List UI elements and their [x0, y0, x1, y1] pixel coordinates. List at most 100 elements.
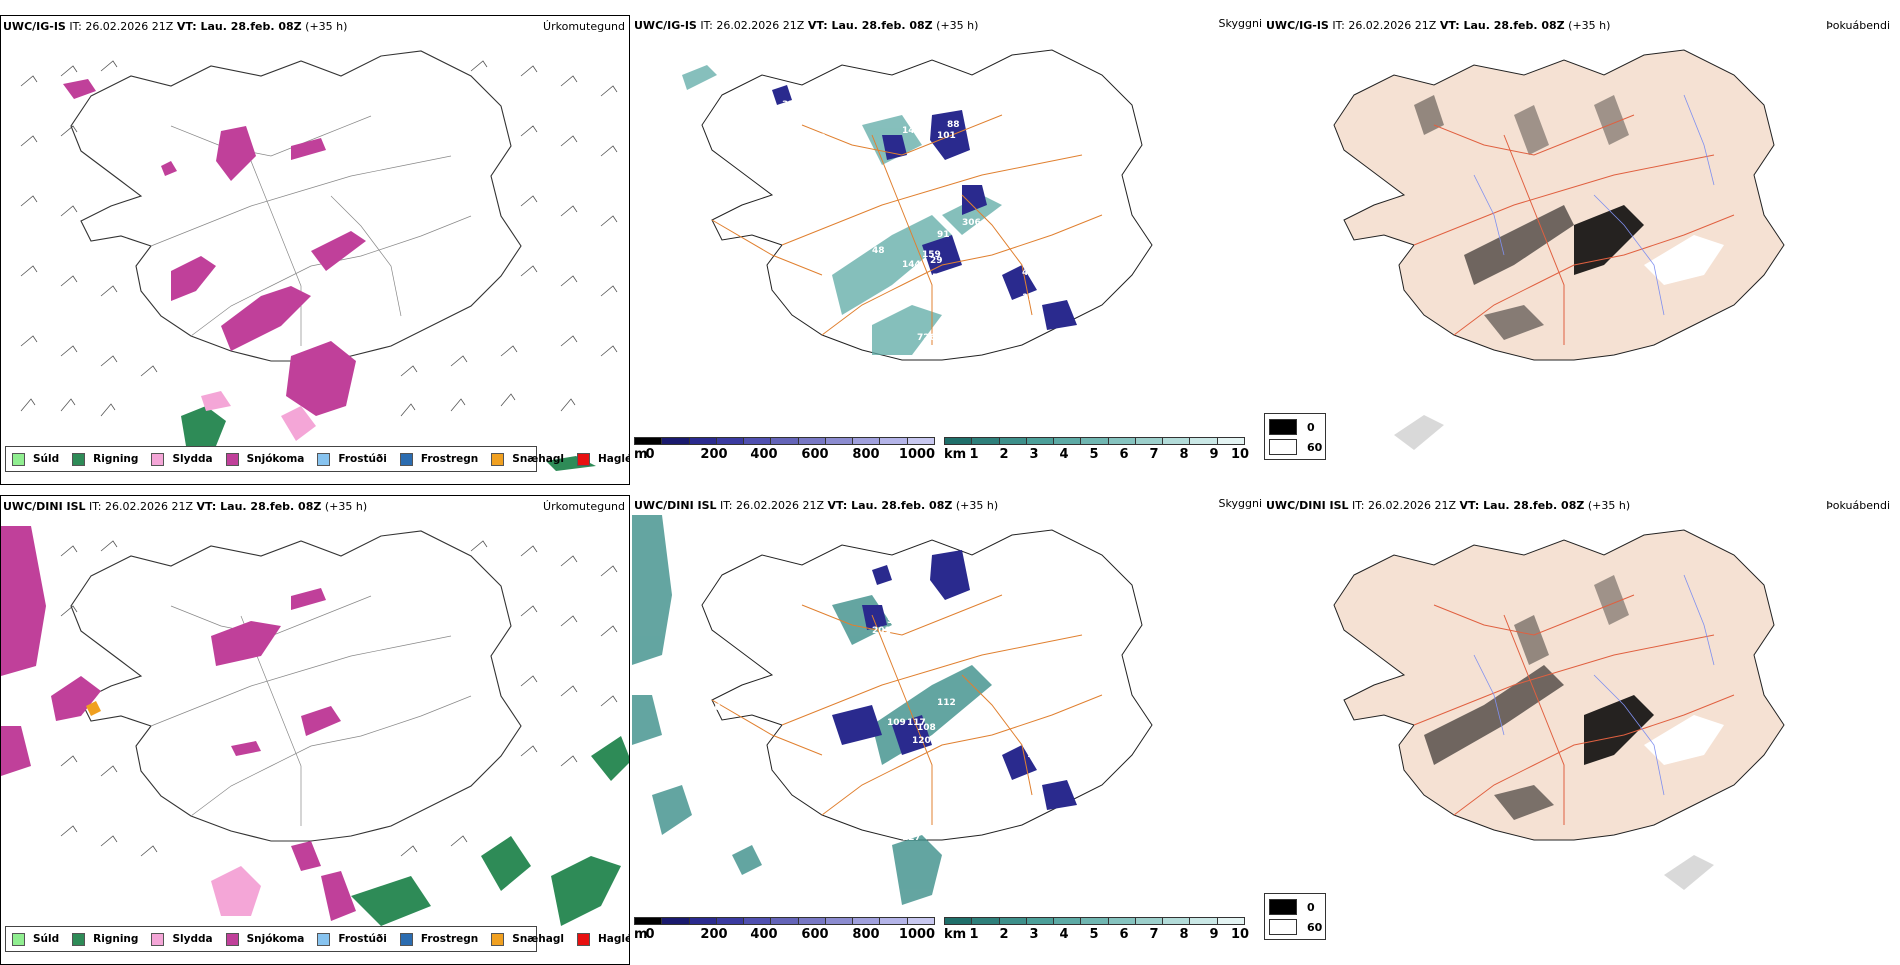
colorbar-segment — [634, 437, 663, 445]
lead-time: (+35 h) — [1587, 499, 1631, 512]
legend-label: Frostregn — [420, 933, 479, 945]
precip-type-panel-bottom: UWC/DINI ISL IT: 26.02.2026 21Z VT: Lau.… — [0, 495, 630, 965]
fog-swatch-low — [1269, 419, 1297, 435]
legend-item: Snæhagl — [491, 452, 564, 466]
legend-label: Snjókoma — [246, 933, 305, 945]
valid-time: VT: Lau. 28.feb. 08Z — [1439, 19, 1565, 32]
ceiling-value-label: 86 — [1064, 288, 1077, 298]
precip-type-legend: Súld Rigning Slydda Snjókoma Frostúði Fr… — [5, 926, 629, 952]
colorbar-tick: 10 — [1230, 447, 1250, 462]
colorbar-tick: 0 — [645, 447, 655, 462]
roads — [1413, 114, 1735, 345]
colorbar-segment — [1216, 437, 1245, 445]
panel-title: Úrkomutegund — [543, 20, 625, 33]
fog-swatch-low — [1269, 899, 1297, 915]
legend-item: Frostúði — [317, 932, 387, 946]
ceiling-value-label: 594 — [887, 616, 906, 626]
init-time: IT: 26.02.2026 21Z — [1332, 19, 1437, 32]
wind-barbs — [60, 540, 618, 857]
fog-swatch-high — [1269, 439, 1297, 455]
legend-swatch — [225, 452, 239, 466]
colorbar-segment — [971, 917, 1000, 925]
model-name: UWC/IG-IS — [3, 20, 66, 33]
legend-label: Rigning — [93, 453, 139, 465]
ceiling-value-label: 101 — [937, 131, 956, 141]
legend-swatch — [491, 452, 505, 466]
panel-header: UWC/DINI ISL IT: 26.02.2026 21Z VT: Lau.… — [3, 500, 367, 513]
ceiling-value-label: 135 — [952, 168, 971, 178]
ceiling-value-label: 222 — [932, 786, 951, 796]
colorbar-segment — [998, 917, 1027, 925]
legend-item: Snjókoma — [225, 932, 305, 946]
legend-label: Haglél — [597, 933, 629, 945]
ceiling-value-label: 726 — [917, 333, 936, 343]
legend-swatch — [399, 932, 413, 946]
panel-header: UWC/DINI ISL IT: 26.02.2026 21Z VT: Lau.… — [634, 499, 998, 512]
colorbar-tick: 8 — [1179, 447, 1189, 462]
legend-label: Snæhagl — [512, 933, 564, 945]
legend-item: Haglél — [576, 932, 629, 946]
iceland-outline — [701, 529, 1153, 841]
fog-legend-low: 0 — [1269, 899, 1315, 915]
cloud-panel-bottom: 199 594 201 65 428 68 516 264 112 109 117 120 108 117… — [632, 495, 1262, 965]
ceiling-value-label: 127 — [902, 833, 921, 843]
colorbar-segment — [852, 917, 881, 925]
valid-time: VT: Lau. 28.feb. 08Z — [807, 19, 933, 32]
valid-time: VT: Lau. 28.feb. 08Z — [176, 20, 302, 33]
colorbar-segment — [634, 917, 663, 925]
ceiling-value-label: 190 — [807, 133, 826, 143]
colorbar-segment — [661, 437, 690, 445]
sleet-areas — [211, 866, 261, 916]
iceland-outline — [70, 50, 522, 362]
colorbar-tick: 400 — [750, 447, 778, 462]
legend-swatch — [317, 932, 331, 946]
colorbar-tick: 4 — [1059, 447, 1069, 462]
model-name: UWC/DINI ISL — [634, 499, 717, 512]
lead-time: (+35 h) — [936, 19, 979, 32]
ceiling-value-label: 65 — [952, 630, 965, 640]
ceiling-value-label: 91 — [937, 230, 950, 240]
valid-time: VT: Lau. 28.feb. 08Z — [827, 499, 953, 512]
valid-time: VT: Lau. 28.feb. 08Z — [1459, 499, 1585, 512]
legend-swatch — [151, 932, 165, 946]
colorbar-segment — [852, 437, 881, 445]
glacier-area — [1644, 715, 1724, 765]
roads — [711, 594, 1103, 825]
colorbar-segment — [944, 917, 973, 925]
legend-label: Haglél — [597, 453, 629, 465]
ceiling-value-label: 144 — [902, 260, 921, 270]
colorbar-segment — [770, 437, 799, 445]
colorbar-tick: 1 — [969, 927, 979, 942]
ceiling-value-label: 159 — [922, 250, 941, 260]
colorbar-segment — [1025, 917, 1055, 925]
legend-item: Frostregn — [399, 452, 478, 466]
model-name: UWC/DINI ISL — [1266, 499, 1349, 512]
ceiling-value-label: 102 — [1027, 750, 1046, 760]
colorbar-segment — [743, 917, 772, 925]
legend-item: Súld — [12, 452, 59, 466]
colorbar-tick: 400 — [750, 927, 778, 942]
visibility-colorbar: km 1 2 3 4 5 6 7 8 9 10 — [944, 437, 1249, 463]
legend-label: Rigning — [93, 933, 139, 945]
fog-map-bottom — [1333, 529, 1785, 890]
init-time: IT: 26.02.2026 21Z — [89, 500, 194, 513]
init-time: IT: 26.02.2026 21Z — [69, 20, 174, 33]
colorbar-tick: 800 — [852, 447, 880, 462]
fog-areas — [1394, 95, 1644, 450]
precip-type-map-top — [20, 50, 618, 471]
iceland-outline — [70, 530, 522, 842]
ceiling-value-label: 109 — [887, 718, 906, 728]
fog-panel-bottom: UWC/DINI ISL IT: 26.02.2026 21Z VT: Lau.… — [1264, 495, 1894, 965]
legend-swatch — [72, 932, 86, 946]
legend-swatch — [225, 932, 239, 946]
colorbar-tick: 3 — [1029, 447, 1039, 462]
ceiling-value-label: 185 — [777, 183, 796, 193]
colorbar-tick: 2 — [999, 927, 1009, 942]
colorbar-segment — [770, 917, 799, 925]
colorbar-segment — [998, 437, 1027, 445]
glacier-area — [1644, 235, 1724, 285]
colorbar-segment — [1134, 917, 1164, 925]
colorbar-tick: 1000 — [898, 447, 936, 462]
